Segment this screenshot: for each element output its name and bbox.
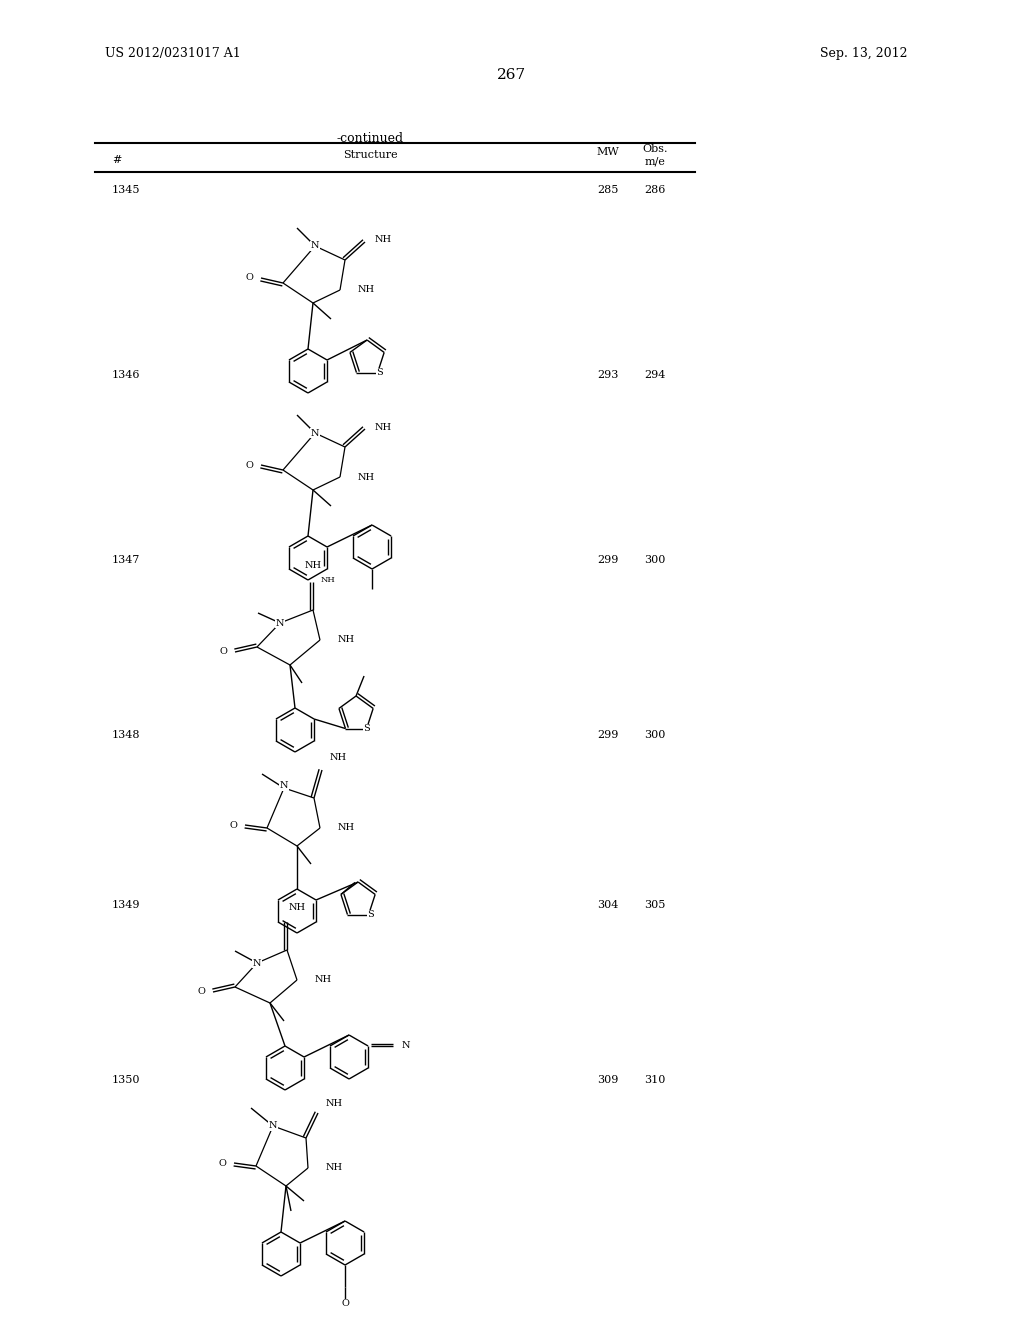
Text: NH: NH (375, 235, 392, 244)
Text: O: O (218, 1159, 226, 1167)
Text: 285: 285 (597, 185, 618, 195)
Text: 294: 294 (644, 370, 666, 380)
Text: Sep. 13, 2012: Sep. 13, 2012 (820, 48, 907, 59)
Text: NH: NH (330, 752, 347, 762)
Text: 1349: 1349 (112, 900, 140, 909)
Text: 286: 286 (644, 185, 666, 195)
Text: S: S (376, 368, 383, 378)
Text: O: O (341, 1299, 349, 1308)
Text: S: S (364, 725, 370, 733)
Text: Structure: Structure (343, 150, 397, 160)
Text: Obs.: Obs. (642, 144, 668, 154)
Text: NH: NH (338, 635, 355, 644)
Text: -continued: -continued (337, 132, 403, 145)
Text: NH: NH (326, 1100, 343, 1107)
Text: NH: NH (375, 422, 392, 432)
Text: NH: NH (358, 285, 375, 294)
Text: NH: NH (315, 975, 332, 985)
Text: NH: NH (326, 1163, 343, 1172)
Text: m/e: m/e (644, 157, 666, 168)
Text: MW: MW (597, 147, 620, 157)
Text: 1345: 1345 (112, 185, 140, 195)
Text: 304: 304 (597, 900, 618, 909)
Text: S: S (368, 909, 374, 919)
Text: 293: 293 (597, 370, 618, 380)
Text: 1347: 1347 (112, 554, 140, 565)
Text: 267: 267 (498, 69, 526, 82)
Text: NH: NH (289, 903, 306, 912)
Text: O: O (245, 273, 253, 282)
Text: 1348: 1348 (112, 730, 140, 741)
Text: US 2012/0231017 A1: US 2012/0231017 A1 (105, 48, 241, 59)
Text: N: N (310, 429, 319, 437)
Text: NH: NH (338, 824, 355, 833)
Text: 300: 300 (644, 554, 666, 565)
Text: N: N (310, 242, 319, 251)
Text: 1350: 1350 (112, 1074, 140, 1085)
Text: 305: 305 (644, 900, 666, 909)
Text: N: N (280, 781, 288, 791)
Text: 1346: 1346 (112, 370, 140, 380)
Text: 300: 300 (644, 730, 666, 741)
Text: 310: 310 (644, 1074, 666, 1085)
Text: N: N (401, 1041, 410, 1051)
Text: 299: 299 (597, 730, 618, 741)
Text: NH: NH (321, 576, 336, 583)
Text: N: N (253, 958, 261, 968)
Text: N: N (275, 619, 285, 627)
Text: 309: 309 (597, 1074, 618, 1085)
Text: O: O (219, 648, 227, 656)
Text: #: # (112, 154, 122, 165)
Text: O: O (198, 987, 205, 997)
Text: 299: 299 (597, 554, 618, 565)
Text: O: O (245, 461, 253, 470)
Text: O: O (229, 821, 237, 829)
Text: N: N (268, 1122, 278, 1130)
Text: NH: NH (304, 561, 322, 570)
Text: NH: NH (358, 473, 375, 482)
